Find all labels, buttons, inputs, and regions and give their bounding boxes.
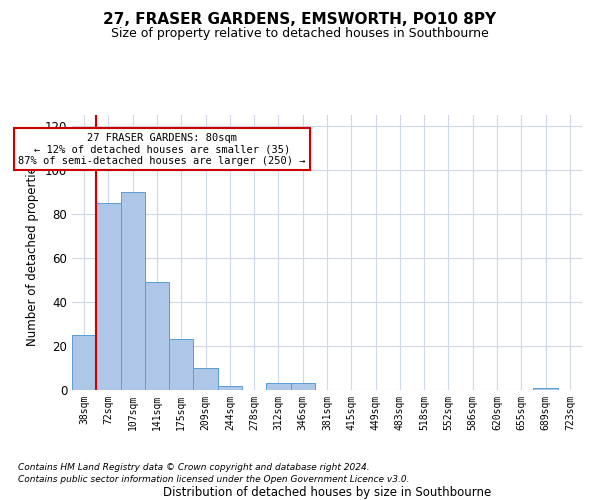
Y-axis label: Number of detached properties: Number of detached properties (26, 160, 39, 346)
X-axis label: Distribution of detached houses by size in Southbourne: Distribution of detached houses by size … (163, 486, 491, 498)
Bar (193, 368, 218, 390)
Bar (72, 335, 96, 390)
Text: Size of property relative to detached houses in Southbourne: Size of property relative to detached ho… (111, 28, 489, 40)
Bar (218, 386, 242, 390)
Bar (266, 384, 290, 390)
Bar (96, 203, 121, 390)
Bar (121, 192, 145, 390)
Bar (533, 388, 558, 390)
Text: 27, FRASER GARDENS, EMSWORTH, PO10 8PY: 27, FRASER GARDENS, EMSWORTH, PO10 8PY (103, 12, 497, 28)
Bar (145, 282, 169, 390)
Text: Contains HM Land Registry data © Crown copyright and database right 2024.: Contains HM Land Registry data © Crown c… (18, 464, 370, 472)
Text: 27 FRASER GARDENS: 80sqm
← 12% of detached houses are smaller (35)
87% of semi-d: 27 FRASER GARDENS: 80sqm ← 12% of detach… (18, 132, 305, 166)
Text: Contains public sector information licensed under the Open Government Licence v3: Contains public sector information licen… (18, 475, 409, 484)
Bar (290, 384, 315, 390)
Bar (169, 340, 193, 390)
